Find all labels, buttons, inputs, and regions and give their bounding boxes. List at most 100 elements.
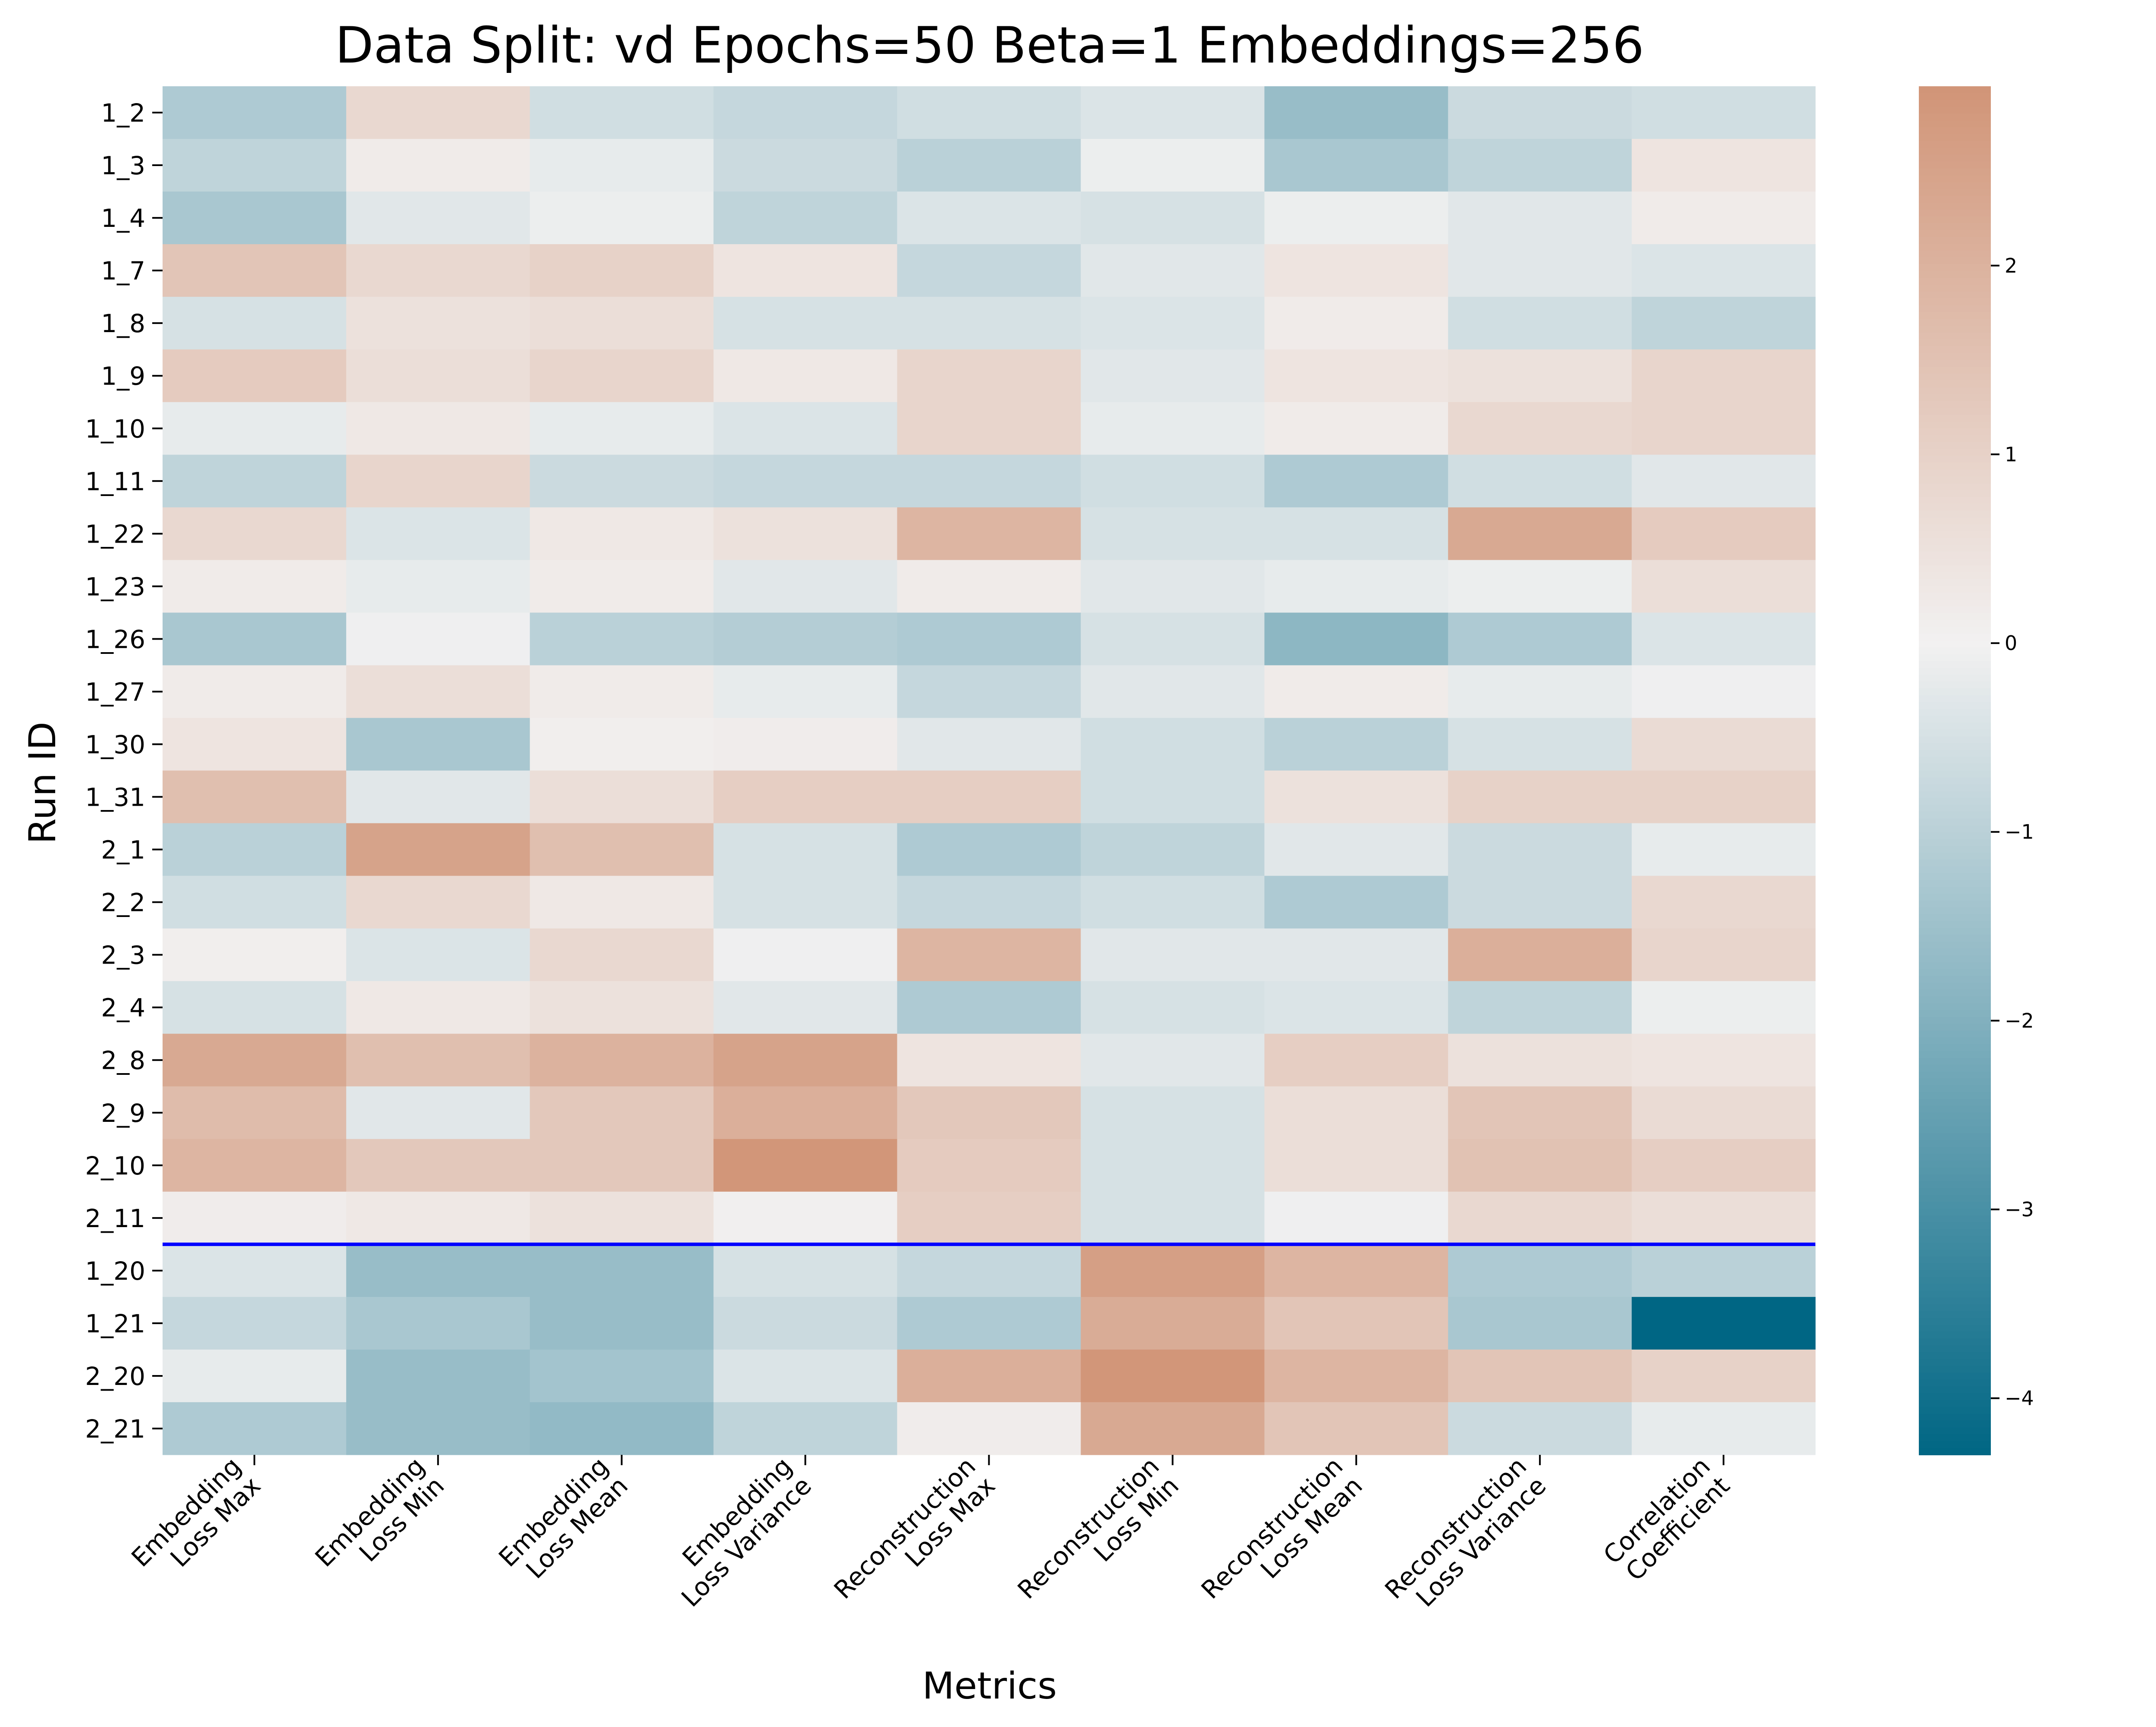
heatmap-cell bbox=[530, 928, 714, 982]
colorbar-segment bbox=[1919, 285, 1991, 292]
heatmap-cell bbox=[1264, 86, 1448, 139]
colorbar-segment bbox=[1919, 1133, 1991, 1141]
colorbar-segment bbox=[1919, 641, 1991, 648]
heatmap-cell bbox=[1448, 1349, 1632, 1403]
colorbar-segment bbox=[1919, 928, 1991, 936]
colorbar-segment bbox=[1919, 182, 1991, 189]
colorbar-segment bbox=[1919, 510, 1991, 518]
column-tick-label: EmbeddingLoss Mean bbox=[493, 1451, 633, 1592]
heatmap-cell bbox=[163, 665, 347, 718]
heatmap-cell bbox=[1448, 718, 1632, 771]
heatmap-cell bbox=[897, 192, 1081, 245]
heatmap-cell bbox=[163, 1402, 347, 1455]
heatmap-cell bbox=[897, 1139, 1081, 1192]
chart-title: Data Split: vd Epochs=50 Beta=1 Embeddin… bbox=[335, 16, 1644, 75]
colorbar-segment bbox=[1919, 1325, 1991, 1332]
colorbar-segment bbox=[1919, 551, 1991, 559]
colorbar-segment bbox=[1919, 1010, 1991, 1017]
colorbar-segment bbox=[1919, 462, 1991, 470]
colorbar-segment bbox=[1919, 100, 1991, 107]
colorbar-segment bbox=[1919, 257, 1991, 265]
heatmap-cell bbox=[1448, 244, 1632, 297]
heatmap-cell bbox=[530, 1139, 714, 1192]
heatmap-cell bbox=[713, 1033, 898, 1087]
colorbar-segment bbox=[1919, 647, 1991, 655]
colorbar-segment bbox=[1919, 996, 1991, 1004]
colorbar-segment bbox=[1919, 1044, 1991, 1052]
colorbar-segment bbox=[1919, 496, 1991, 504]
colorbar-segment bbox=[1919, 804, 1991, 812]
heatmap-cell bbox=[1448, 665, 1632, 718]
column-tick-labels: EmbeddingLoss Max EmbeddingLoss Min Embedd… bbox=[126, 1451, 1736, 1624]
colorbar-segment bbox=[1919, 414, 1991, 422]
heatmap-cell bbox=[163, 192, 347, 245]
heatmap-cell bbox=[713, 402, 898, 455]
heatmap-cell bbox=[1081, 770, 1265, 824]
heatmap-cell bbox=[530, 1297, 714, 1350]
heatmap-cell bbox=[1448, 1139, 1632, 1192]
colorbar-segment bbox=[1919, 1003, 1991, 1011]
colorbar-segment bbox=[1919, 935, 1991, 942]
colorbar-segment bbox=[1919, 1058, 1991, 1065]
row-tick-labels: 1_2 1_3 1_4 1_7 1_8 1_9 1_10 1_11 1_22 1_23 1_26 1_… bbox=[85, 98, 163, 1444]
heatmap-cell bbox=[346, 560, 530, 613]
colorbar-segment bbox=[1919, 1174, 1991, 1182]
colorbar-segment bbox=[1919, 360, 1991, 367]
colorbar-segment bbox=[1919, 408, 1991, 415]
row-tick-label: 2_11 bbox=[85, 1204, 145, 1233]
colorbar-segment bbox=[1919, 709, 1991, 716]
colorbar-segment bbox=[1919, 887, 1991, 895]
colorbar-segment bbox=[1919, 627, 1991, 634]
heatmap-cell bbox=[713, 1139, 898, 1192]
x-axis-label: Metrics bbox=[922, 1664, 1057, 1708]
heatmap-cell bbox=[713, 1191, 898, 1245]
row-tick-label: 1_20 bbox=[85, 1256, 145, 1286]
heatmap-cell bbox=[713, 86, 898, 139]
colorbar-segment bbox=[1919, 531, 1991, 539]
heatmap-cell bbox=[713, 349, 898, 402]
colorbar-segment bbox=[1919, 668, 1991, 675]
colorbar-segment bbox=[1919, 1181, 1991, 1189]
colorbar-segment bbox=[1919, 120, 1991, 128]
row-tick-label: 1_2 bbox=[101, 98, 145, 128]
heatmap-cell bbox=[1448, 770, 1632, 824]
colorbar-segment bbox=[1919, 1386, 1991, 1394]
colorbar-tick-label: 1 bbox=[2005, 443, 2017, 466]
heatmap-cell bbox=[163, 718, 347, 771]
column-tick-label: ReconstructionLoss Variance bbox=[1379, 1451, 1551, 1624]
heatmap-cell bbox=[163, 928, 347, 982]
colorbar-segment bbox=[1919, 969, 1991, 977]
heatmap-cell bbox=[1081, 665, 1265, 718]
colorbar-segment bbox=[1919, 237, 1991, 244]
heatmap-cell bbox=[163, 823, 347, 876]
colorbar-segment bbox=[1919, 107, 1991, 114]
colorbar-segment bbox=[1919, 955, 1991, 963]
heatmap-cell bbox=[1632, 1297, 1816, 1350]
heatmap-cell bbox=[1264, 1139, 1448, 1192]
heatmap-cell bbox=[897, 1402, 1081, 1455]
row-tick-label: 1_21 bbox=[85, 1309, 145, 1338]
colorbar-segment bbox=[1919, 894, 1991, 901]
heatmap-cell bbox=[1632, 139, 1816, 192]
row-tick-label: 2_3 bbox=[101, 941, 145, 970]
colorbar-segment bbox=[1919, 599, 1991, 607]
heatmap-cell bbox=[163, 1297, 347, 1350]
colorbar-segment bbox=[1919, 1379, 1991, 1387]
colorbar-tick-label: −3 bbox=[2005, 1198, 2034, 1221]
colorbar-segment bbox=[1919, 141, 1991, 148]
colorbar-segment bbox=[1919, 243, 1991, 251]
heatmap-cell bbox=[1448, 1033, 1632, 1087]
heatmap-cell bbox=[1081, 718, 1265, 771]
heatmap-cell bbox=[713, 507, 898, 560]
colorbar-segment bbox=[1919, 1064, 1991, 1072]
colorbar-segment bbox=[1919, 750, 1991, 757]
colorbar: 2 1 0 −1 −2 −3 −4 bbox=[1919, 86, 2034, 1455]
colorbar-segment bbox=[1919, 1291, 1991, 1298]
row-tick-label: 1_8 bbox=[101, 309, 145, 338]
colorbar-segment bbox=[1919, 1277, 1991, 1284]
colorbar-segment bbox=[1919, 1160, 1991, 1168]
colorbar-segment bbox=[1919, 579, 1991, 587]
heatmap-cell bbox=[1632, 665, 1816, 718]
colorbar-segment bbox=[1919, 1256, 1991, 1264]
colorbar-segment bbox=[1919, 298, 1991, 306]
